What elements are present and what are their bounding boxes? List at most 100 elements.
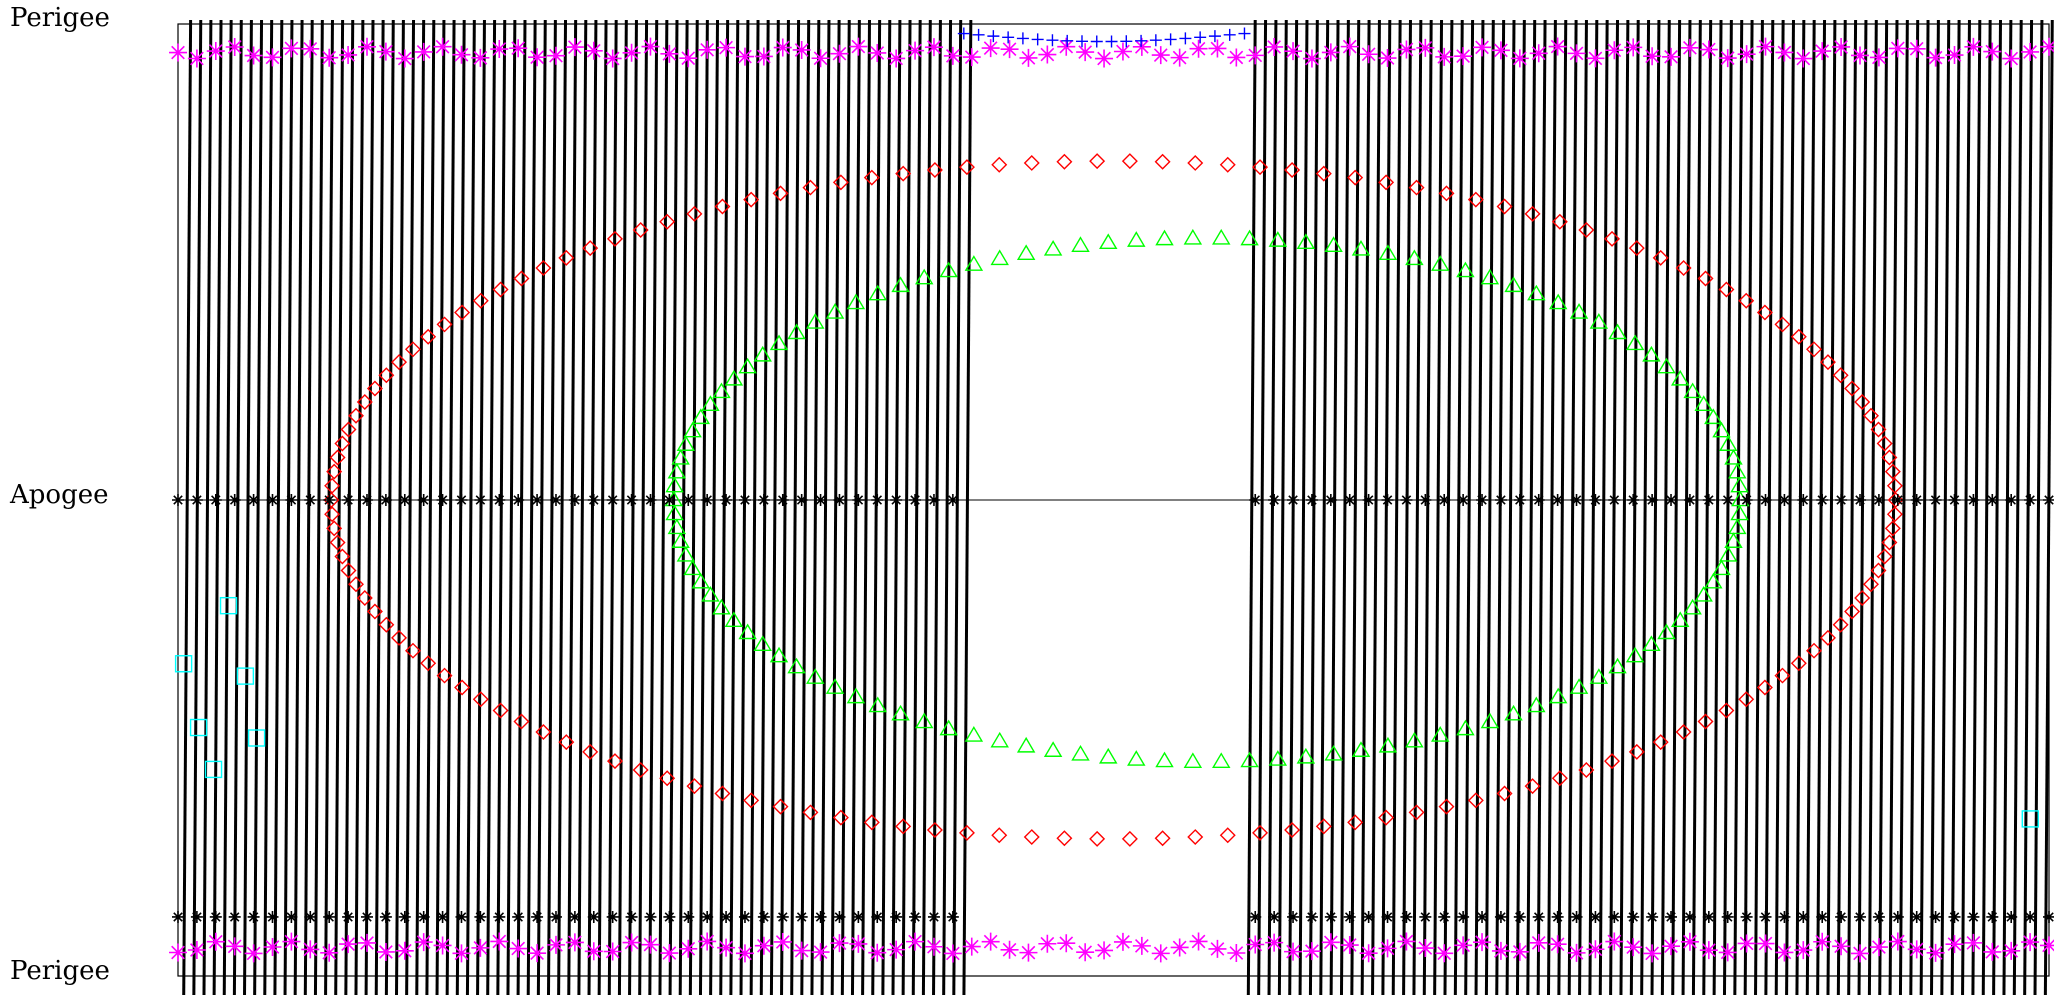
asterisk-marker-431 [1359,944,1378,963]
asterisk-marker-285 [490,40,509,59]
orbit-track-133 [1816,19,1827,995]
orbit-track-150 [1992,19,2003,995]
asterisk-marker-577 [2005,494,2018,506]
asterisk-marker-303 [830,44,849,63]
diamond-marker-30 [1347,814,1364,831]
orbit-track-146 [1950,19,1961,995]
orbit-track-105 [1526,19,1537,995]
diamond-marker-50 [714,785,731,802]
diamond-marker-88 [436,316,453,333]
asterisk-marker-455 [1813,932,1832,951]
asterisk-marker-335 [1435,47,1454,66]
plus-marker-475 [1061,34,1074,47]
asterisk-marker-449 [1699,941,1718,960]
triangle-marker-151 [1730,504,1749,521]
orbit-track-25 [435,19,446,995]
asterisk-marker-450 [1718,943,1737,962]
diamond-marker-123 [1438,185,1455,202]
asterisk-marker-448 [1680,932,1699,951]
asterisk-marker-352 [1756,37,1775,56]
asterisk-marker-603 [606,910,619,923]
triangle-marker-161 [1642,635,1661,652]
asterisk-marker-627 [1343,910,1356,923]
asterisk-marker-599 [531,910,544,923]
asterisk-marker-586 [285,910,298,923]
orbit-track-58 [769,19,780,995]
asterisk-marker-650 [1778,910,1791,923]
diamond-marker-54 [606,753,623,770]
asterisk-marker-298 [735,47,754,66]
diamond-marker-119 [1315,165,1332,182]
orbit-track-149 [1981,19,1992,995]
asterisk-marker-339 [1510,49,1529,68]
asterisk-marker-625 [1305,910,1318,923]
asterisk-marker-332 [1378,49,1397,68]
asterisk-marker-440 [1529,933,1548,952]
orbit-track-138 [1867,19,1878,995]
asterisk-marker-517 [587,494,600,506]
asterisk-marker-453 [1775,943,1794,962]
triangle-marker-211 [667,462,687,479]
diamond-marker-99 [686,205,703,222]
asterisk-marker-543 [1362,494,1375,506]
asterisk-marker-508 [417,494,430,506]
orbit-track-136 [1847,19,1858,995]
diamond-marker-146 [1876,435,1893,452]
asterisk-marker-564 [1759,494,1772,506]
triangle-marker-175 [1324,744,1343,761]
asterisk-marker-642 [1627,910,1640,923]
triangle-marker-240 [1240,229,1259,246]
asterisk-marker-306 [887,49,906,68]
asterisk-marker-539 [1287,494,1300,506]
orbit-track-122 [1702,19,1713,995]
diamond-marker-31 [1315,818,1332,835]
triangle-marker-162 [1625,646,1645,663]
diamond-marker-142 [1844,380,1861,397]
asterisk-marker-645 [1683,910,1696,923]
orbit-track-141 [1898,19,1909,995]
asterisk-marker-301 [792,40,811,59]
triangle-marker-262 [1704,408,1723,425]
asterisk-marker-532 [871,494,884,506]
asterisk-marker-538 [1268,494,1281,506]
asterisk-marker-271 [225,38,244,57]
asterisk-marker-596 [474,910,487,923]
orbit-track-52 [709,19,720,995]
asterisk-marker-569 [1854,494,1867,506]
diamond-marker-108 [958,159,975,176]
diamond-marker-9 [1832,616,1849,633]
asterisk-marker-422 [1189,932,1208,951]
asterisk-marker-630 [1400,910,1413,923]
triangle-marker-261 [1694,395,1713,411]
diamond-marker-5 [1870,562,1887,579]
orbit-track-9 [273,19,284,995]
asterisk-marker-571 [1891,494,1904,506]
asterisk-marker-535 [927,494,940,506]
asterisk-marker-580 [172,910,184,923]
diamond-marker-53 [632,761,649,778]
orbit-track-90 [1371,19,1381,995]
orbit-track-126 [1743,19,1754,995]
asterisk-marker-463 [1964,933,1983,952]
diamond-marker-34 [1219,827,1236,844]
triangle-marker-247 [1431,255,1450,271]
asterisk-marker-302 [811,49,830,68]
orbit-track-88 [1350,19,1361,995]
orbit-track-46 [648,19,659,995]
asterisk-marker-294 [660,44,679,63]
diamond-marker-49 [743,792,760,809]
asterisk-marker-525 [738,494,751,506]
asterisk-marker-276 [320,48,339,67]
triangle-marker-191 [891,704,910,721]
orbit-track-116 [1640,19,1651,995]
triangle-marker-251 [1527,284,1546,301]
asterisk-marker-647 [1721,910,1734,923]
asterisk-marker-613 [795,910,808,923]
triangle-marker-189 [939,719,958,736]
orbit-track-61 [800,19,811,995]
asterisk-marker-601 [568,910,581,923]
triangle-marker-255 [1608,323,1627,340]
triangle-marker-243 [1324,236,1343,252]
triangle-marker-228 [914,268,934,285]
diamond-marker-148 [1884,463,1901,480]
